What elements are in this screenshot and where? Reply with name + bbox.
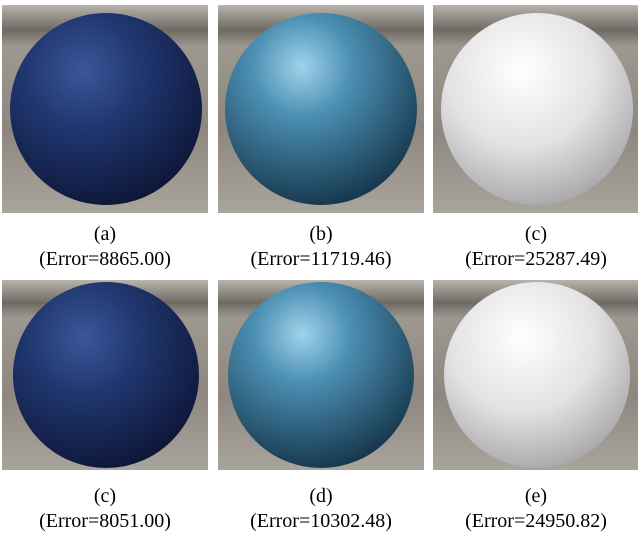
panel-caption: (Error=24950.82) [465, 510, 607, 532]
panel-caption: (Error=8051.00) [39, 510, 171, 532]
panel-label: (b) [309, 223, 333, 245]
panel-caption: (Error=8865.00) [39, 248, 171, 270]
panel-label: (d) [309, 485, 333, 507]
panel-caption: (Error=10302.48) [250, 510, 392, 532]
panel-caption: (Error=11719.46) [250, 248, 392, 270]
panel-label: (a) [93, 223, 117, 245]
render-image [433, 5, 638, 213]
panel-label: (e) [524, 485, 548, 507]
panel-label: (c) [524, 223, 548, 245]
panel-label: (c) [93, 485, 117, 507]
render-image [2, 5, 208, 213]
render-image [2, 280, 208, 470]
render-image [433, 280, 638, 470]
render-image [218, 5, 424, 213]
render-image [218, 280, 424, 470]
panel-caption: (Error=25287.49) [465, 248, 607, 270]
